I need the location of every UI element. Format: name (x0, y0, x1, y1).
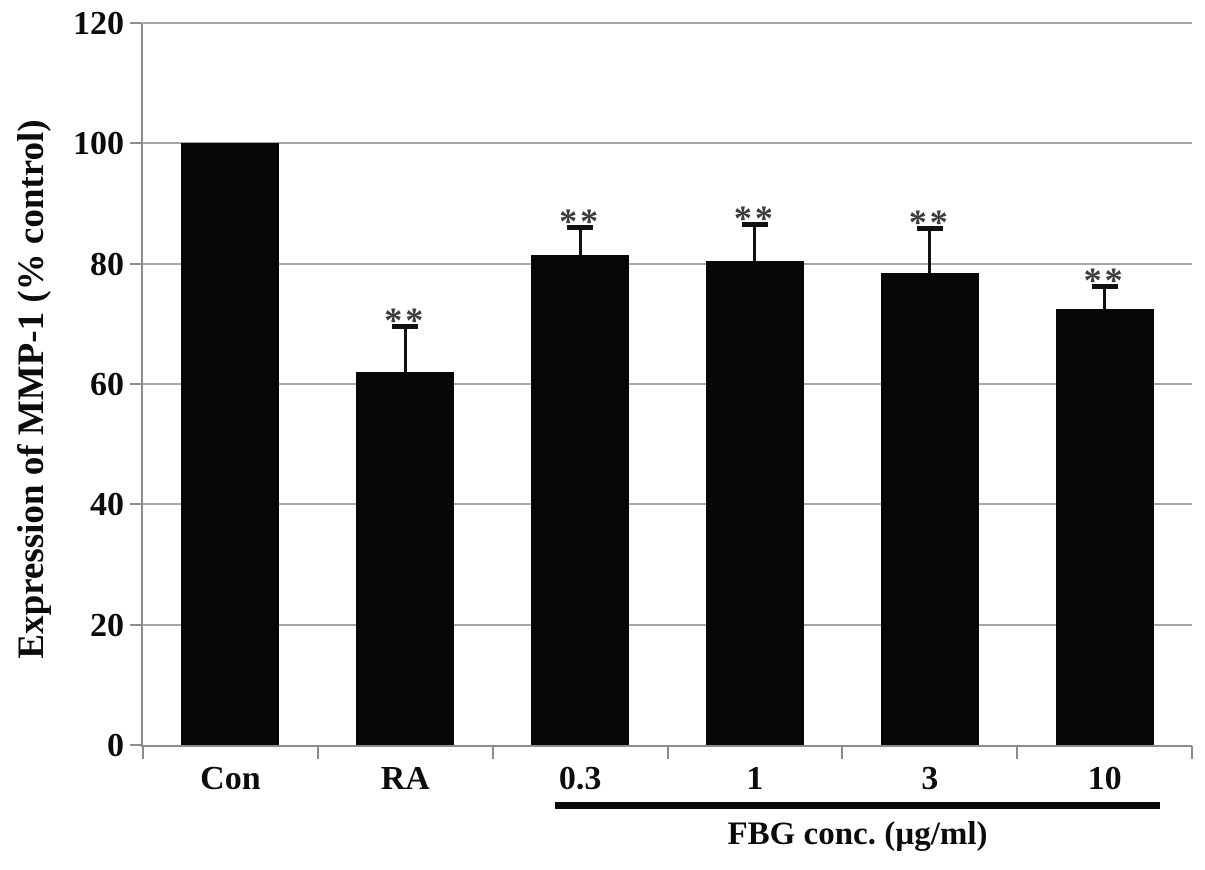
error-bar-stem-RA (403, 323, 407, 372)
gridline-y-60 (143, 383, 1192, 385)
x-tick-boundary-4 (841, 746, 844, 759)
significance-marker-RA: ** (384, 299, 427, 340)
error-bar-stem-3 (928, 225, 932, 273)
bar-Con (181, 143, 280, 745)
y-tick-label-20: 20 (90, 606, 124, 644)
bar-3 (880, 272, 979, 745)
y-tick-120 (130, 22, 142, 24)
bar-1 (705, 260, 804, 745)
significance-marker-1: ** (733, 197, 776, 238)
gridline-y-40 (143, 503, 1192, 506)
error-bar-cap-3 (916, 225, 943, 231)
y-tick-label-100: 100 (73, 125, 124, 163)
treatment-group-underline (555, 802, 1160, 809)
error-bar-stem-0.3 (578, 224, 582, 255)
x-tick-boundary-5 (1016, 746, 1019, 759)
x-tick-boundary-1 (316, 746, 319, 759)
bar-RA (356, 371, 455, 745)
error-bar-cap-1 (741, 221, 768, 227)
gridline-y-100 (143, 142, 1192, 145)
bar-0.3 (531, 254, 630, 745)
y-tick-0 (130, 744, 142, 746)
x-tick-boundary-6 (1191, 746, 1193, 759)
x-tick-label-0.3: 0.3 (558, 760, 602, 797)
gridline-y-20 (143, 623, 1192, 626)
error-bar-stem-10 (1103, 283, 1107, 309)
x-tick-boundary-2 (491, 746, 494, 759)
x-tick-label-1: 1 (746, 760, 764, 797)
significance-marker-0.3: ** (559, 200, 602, 241)
plot-area: ** ** ** ** ** (143, 22, 1192, 745)
y-tick-20 (130, 623, 142, 626)
y-tick-label-40: 40 (90, 486, 124, 524)
y-tick-80 (130, 262, 142, 265)
gridline-y-80 (143, 262, 1192, 265)
x-tick-boundary-3 (666, 746, 669, 759)
error-bar-cap-RA (392, 323, 419, 329)
x-tick-label-RA: RA (380, 760, 430, 797)
y-tick-label-120: 120 (73, 5, 124, 42)
gridline-y-120 (143, 22, 1192, 24)
x-tick-label-Con: Con (200, 760, 261, 797)
y-tick-40 (130, 503, 142, 506)
error-bar-cap-10 (1091, 283, 1118, 289)
x-tick-boundary-0 (142, 746, 144, 759)
error-bar-stem-1 (753, 221, 757, 261)
y-tick-label-0: 0 (107, 727, 124, 764)
y-axis-line (141, 23, 143, 747)
y-tick-100 (130, 142, 142, 145)
y-tick-label-80: 80 (90, 245, 124, 283)
x-tick-label-3: 3 (921, 760, 939, 797)
significance-marker-3: ** (908, 201, 951, 242)
y-tick-60 (130, 383, 142, 385)
bar-10 (1055, 308, 1154, 745)
x-tick-label-10: 10 (1087, 760, 1122, 797)
x-group-label: FBG conc. (µg/ml) (727, 816, 988, 852)
y-tick-label-60: 60 (90, 366, 124, 403)
error-bar-cap-0.3 (567, 224, 594, 230)
significance-marker-10: ** (1083, 259, 1126, 300)
